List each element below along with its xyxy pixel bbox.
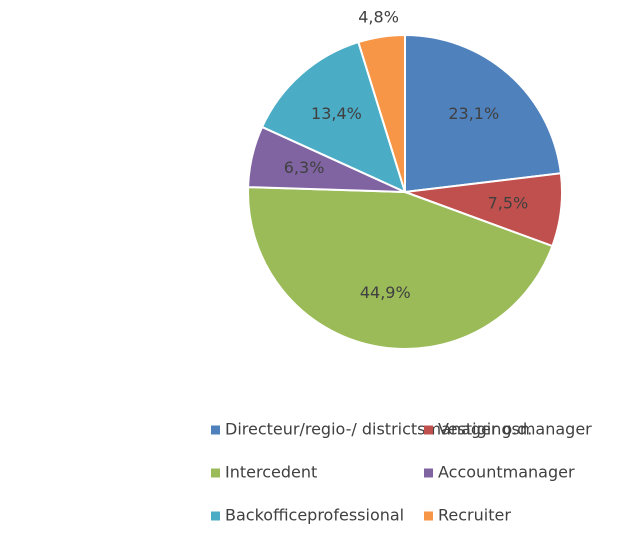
pie-slice: [247, 186, 554, 350]
legend-swatch: [424, 468, 433, 478]
legend-swatch: [211, 511, 220, 521]
legend-swatch: [211, 425, 220, 435]
data-label: 23,1%: [448, 104, 499, 123]
legend-label: Directeur/regio-/ districtsmanager o.d.: [225, 420, 532, 439]
legend-label: Accountmanager: [438, 463, 575, 482]
pie-slice: [404, 33, 562, 194]
legend-swatch: [424, 425, 433, 435]
data-label: 4,8%: [358, 8, 399, 27]
legend-swatch: [211, 468, 220, 478]
pie-slice: [357, 33, 406, 193]
data-label: 6,3%: [284, 158, 325, 177]
data-label: 44,9%: [360, 283, 411, 302]
legend-label: Recruiter: [438, 506, 511, 525]
legend-label: Intercedent: [225, 463, 317, 482]
legend-swatch: [424, 511, 433, 521]
legend-label: Backofficeprofessional: [225, 506, 404, 525]
data-label: 13,4%: [311, 104, 362, 123]
legend-label: Vestigingsmanager: [438, 420, 592, 439]
data-label: 7,5%: [488, 194, 529, 213]
